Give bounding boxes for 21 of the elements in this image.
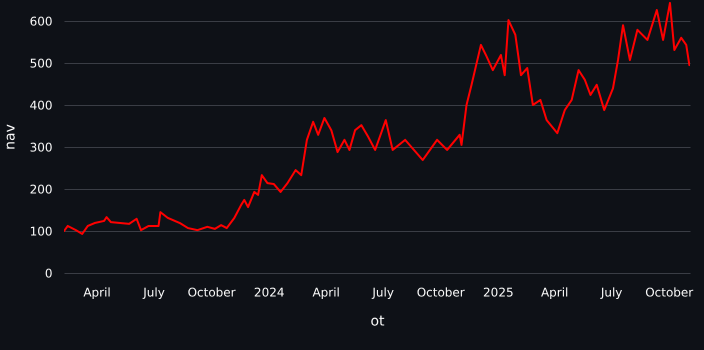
x-axis-title: ot [370, 314, 386, 330]
y-tick-label: 400 [30, 98, 52, 112]
y-tick-label: 300 [30, 140, 52, 154]
x-tick-label: April [83, 286, 111, 300]
y-tick-label: 200 [30, 182, 52, 196]
x-tick-label: April [540, 286, 568, 300]
line-series [64, 2, 690, 235]
y-tick-label: 500 [30, 56, 52, 70]
x-tick-label: July [142, 286, 165, 300]
x-tick-label: 2025 [483, 286, 514, 300]
x-tick-label: October [416, 286, 465, 300]
x-tick-label: July [600, 286, 622, 300]
x-tick-label: 2024 [254, 286, 284, 300]
x-tick-label: April [312, 286, 340, 300]
y-tick-label: 100 [30, 224, 52, 238]
x-tick-label: October [645, 286, 694, 300]
x-tick-label: July [371, 286, 394, 300]
y-tick-label: 600 [30, 14, 52, 28]
x-tick-label: October [188, 286, 236, 300]
y-tick-label: 0 [44, 266, 52, 280]
y-axis-title: nav [2, 124, 19, 150]
